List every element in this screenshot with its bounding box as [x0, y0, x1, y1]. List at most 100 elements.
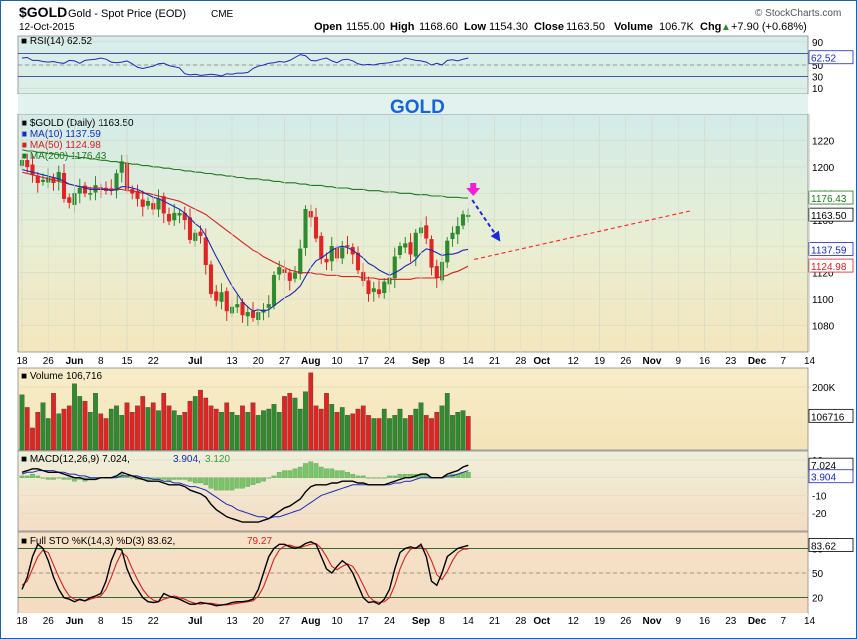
- price-tick-label: 1120: [812, 269, 834, 280]
- x-tick-label: Aug: [301, 616, 320, 627]
- macd-histogram-bar: [40, 477, 46, 479]
- x-tick-label: 22: [148, 356, 160, 367]
- gold-annotation: GOLD: [390, 97, 445, 118]
- candle-body: [303, 208, 308, 249]
- volume-bar: [376, 418, 382, 451]
- sto-tick-label: 20: [812, 594, 824, 605]
- volume-bar: [297, 408, 303, 451]
- volume-bar: [329, 404, 335, 451]
- candle-body: [250, 311, 256, 318]
- symbol-label: $GOLD: [19, 4, 67, 20]
- candle-body: [145, 201, 151, 206]
- exchange-label: CME: [211, 9, 234, 20]
- macd-histogram-bar: [61, 477, 67, 480]
- macd-histogram-bar: [255, 477, 261, 484]
- candle-body: [292, 272, 298, 279]
- x-tick-label: 23: [725, 356, 737, 367]
- volume-bar: [72, 383, 77, 451]
- macd-histogram-bar: [19, 475, 25, 478]
- candle-body: [371, 288, 376, 292]
- candle-body: [397, 245, 403, 255]
- macd-histogram-bar: [324, 468, 329, 478]
- candle-body: [177, 212, 182, 216]
- macd-histogram-bar: [381, 477, 387, 479]
- x-tick-label: 22: [148, 616, 160, 627]
- volume-bar: [318, 408, 324, 451]
- volume-bar: [35, 412, 41, 451]
- sto-legend-item: 79.27: [247, 536, 272, 547]
- volume-bar: [345, 415, 350, 451]
- volume-bar: [261, 410, 266, 451]
- macd-tick-label: -10: [812, 491, 827, 502]
- macd-histogram-bar: [276, 472, 282, 478]
- volume-bar: [413, 408, 419, 451]
- macd-histogram-bar: [355, 475, 361, 478]
- x-tick-label: 8: [439, 356, 445, 367]
- candle-body: [355, 252, 361, 271]
- macd-histogram-bar: [45, 477, 51, 480]
- macd-legend-item: 3.904,: [173, 454, 201, 465]
- volume-bar: [108, 408, 114, 451]
- price-last-value-box: [808, 258, 854, 273]
- volume-label: Volume: [614, 21, 653, 33]
- change-label: Chg: [700, 21, 721, 33]
- candle-body: [266, 304, 271, 308]
- x-tick-label: 12: [568, 616, 580, 627]
- macd-histogram-bar: [318, 466, 324, 478]
- macd-histogram-bar: [250, 477, 256, 485]
- x-tick-label: 8: [98, 616, 104, 627]
- volume-bar: [271, 404, 277, 451]
- volume-bar: [156, 410, 161, 451]
- volume-bar: [93, 393, 98, 451]
- rsi-line: [21, 54, 469, 77]
- x-tick-label: 10: [331, 356, 343, 367]
- candle-body: [30, 164, 35, 176]
- trendline-projection: [474, 209, 693, 260]
- volume-bar: [61, 408, 67, 451]
- close-value: 1163.50: [566, 21, 605, 33]
- candle-body: [93, 185, 98, 193]
- macd-histogram-bar: [182, 477, 188, 480]
- macd-histogram-bar: [234, 477, 240, 489]
- volume-bar: [19, 394, 25, 451]
- volume-bar: [444, 393, 450, 451]
- candle-body: [429, 239, 434, 268]
- ma50-line: [21, 171, 469, 280]
- sto-legend-item: ■ Full STO %K(14,3) %D(3) 83.62,: [21, 536, 175, 547]
- volume-bar: [66, 405, 72, 451]
- volume-bar: [266, 408, 272, 451]
- price-legend-item: ■ MA(10) 1137.59: [21, 129, 101, 140]
- macd-histogram-bar: [360, 475, 366, 478]
- macd-histogram-bar: [371, 477, 377, 479]
- high-value: 1168.60: [419, 21, 458, 33]
- x-tick-label: Jun: [66, 356, 84, 367]
- volume-bar: [177, 415, 182, 451]
- candle-body: [376, 289, 382, 295]
- candle-body: [413, 232, 418, 257]
- candle-body: [203, 237, 208, 265]
- volume-bar: [303, 391, 308, 451]
- rsi-legend: ■ RSI(14) 62.52: [21, 36, 93, 47]
- candle-body: [172, 212, 177, 221]
- chart-date: 12-Oct-2015: [19, 22, 75, 33]
- volume-bar: [324, 393, 329, 451]
- price-last-value-box: [808, 207, 854, 222]
- volume-bar: [313, 405, 319, 451]
- candle-body: [277, 267, 282, 275]
- volume-bar: [203, 397, 209, 451]
- macd-histogram-bar: [387, 475, 392, 478]
- candle-body: [313, 216, 319, 239]
- macd-histogram-bar: [376, 477, 382, 479]
- volume-bar: [308, 372, 314, 451]
- macd-legend-item: ■ MACD(12,26,9) 7.024,: [21, 454, 130, 465]
- candle-body: [88, 193, 93, 195]
- price-legend-item: ■ MA(50) 1124.98: [21, 140, 101, 151]
- volume-bar: [423, 415, 429, 451]
- macd-histogram-bar: [219, 477, 224, 491]
- macd-histogram-bar: [397, 473, 403, 478]
- x-tick-label: Sep: [412, 616, 430, 627]
- x-tick-label: 20: [253, 616, 265, 627]
- macd-signal-line: [21, 470, 469, 520]
- price-legend-item: ■ MA(200) 1176.43: [21, 151, 107, 162]
- candle-body: [119, 161, 124, 173]
